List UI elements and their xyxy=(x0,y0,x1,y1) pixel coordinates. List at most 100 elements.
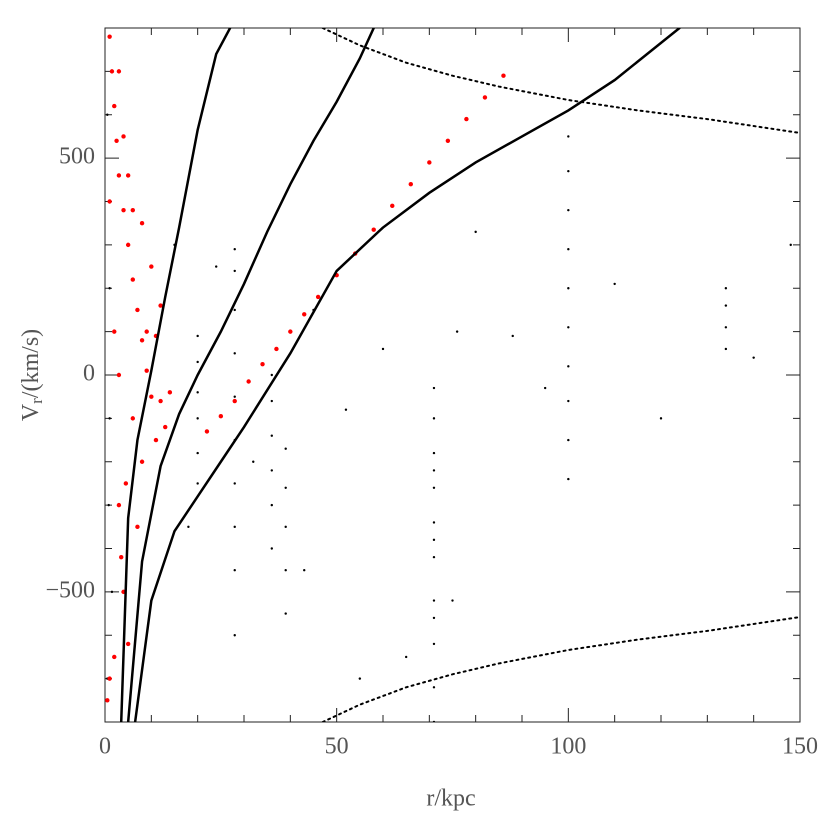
data-point xyxy=(432,486,436,489)
data-point xyxy=(233,568,236,572)
data-point xyxy=(110,590,114,594)
data-point xyxy=(144,329,149,334)
data-point xyxy=(432,555,436,559)
x-tick-label: 0 xyxy=(99,734,111,760)
curve xyxy=(126,28,375,722)
data-point xyxy=(105,698,110,703)
data-point xyxy=(432,469,436,472)
data-point xyxy=(270,469,273,472)
data-point xyxy=(270,434,273,437)
curve xyxy=(119,28,232,722)
data-point xyxy=(233,482,236,485)
data-point xyxy=(567,208,570,212)
data-point xyxy=(371,227,376,232)
data-point xyxy=(116,69,122,74)
data-point xyxy=(315,294,321,300)
data-point xyxy=(204,429,210,434)
data-point xyxy=(252,460,255,463)
data-point xyxy=(119,554,124,560)
data-point xyxy=(390,203,395,209)
data-point xyxy=(543,386,547,390)
data-point xyxy=(196,334,199,338)
data-point xyxy=(408,181,413,187)
data-point xyxy=(344,408,348,411)
data-point xyxy=(613,282,616,286)
y-label-sub: r xyxy=(27,398,46,404)
data-point xyxy=(432,720,436,722)
data-point xyxy=(274,346,279,352)
plot-frame xyxy=(104,27,801,723)
data-point xyxy=(288,329,293,334)
data-point xyxy=(112,329,117,334)
data-point xyxy=(109,69,115,74)
data-point xyxy=(246,379,251,384)
data-point xyxy=(432,686,436,689)
data-point xyxy=(108,417,111,420)
data-point xyxy=(567,135,570,138)
data-point xyxy=(567,287,570,290)
data-point xyxy=(432,599,436,602)
data-point xyxy=(232,398,237,404)
data-point xyxy=(158,398,163,404)
data-point xyxy=(381,347,385,351)
data-point xyxy=(432,538,436,542)
data-point xyxy=(130,277,135,282)
data-point xyxy=(567,438,570,442)
data-point xyxy=(130,207,135,213)
data-point xyxy=(302,312,307,317)
data-point xyxy=(116,502,122,508)
data-point xyxy=(284,612,287,615)
data-point xyxy=(121,207,126,213)
data-point xyxy=(270,503,273,507)
data-point xyxy=(303,568,306,572)
data-point xyxy=(455,330,459,333)
data-point xyxy=(233,269,236,273)
data-point xyxy=(789,243,792,247)
data-point xyxy=(567,326,570,329)
data-point xyxy=(567,399,570,403)
data-point xyxy=(107,199,112,204)
y-label-tail: /(km/s) xyxy=(18,329,44,398)
data-point xyxy=(284,486,287,489)
data-point xyxy=(233,395,236,398)
data-point xyxy=(432,616,436,620)
data-point xyxy=(432,451,436,455)
data-point xyxy=(233,525,236,529)
data-point xyxy=(270,373,273,377)
data-point xyxy=(567,365,570,368)
data-point xyxy=(107,676,112,681)
data-point xyxy=(233,352,236,355)
data-point xyxy=(106,113,109,116)
data-point xyxy=(114,138,119,143)
data-point xyxy=(432,417,436,420)
data-point xyxy=(107,503,110,507)
data-point xyxy=(125,173,131,178)
data-point xyxy=(215,265,218,268)
data-point xyxy=(567,477,570,481)
data-point xyxy=(724,326,728,329)
y-axis-label: Vr/(km/s) xyxy=(18,329,46,421)
data-point xyxy=(474,230,477,234)
data-point xyxy=(724,347,728,351)
curve xyxy=(321,28,800,134)
x-tick-label: 150 xyxy=(782,734,818,760)
data-point xyxy=(167,390,173,395)
data-point xyxy=(149,264,154,269)
data-point xyxy=(724,287,728,290)
y-label-main: V xyxy=(18,403,44,421)
data-point xyxy=(270,399,273,403)
data-point xyxy=(567,169,570,173)
data-point xyxy=(196,391,199,394)
data-point xyxy=(135,307,140,313)
data-point xyxy=(196,417,199,420)
data-point xyxy=(139,459,145,464)
x-axis-label: r/kpc xyxy=(426,786,475,812)
data-point xyxy=(163,424,168,430)
data-point xyxy=(158,303,163,308)
data-point xyxy=(218,414,224,419)
data-point xyxy=(116,372,122,378)
y-tick-label: −500 xyxy=(45,577,95,603)
data-point xyxy=(284,568,287,572)
data-point xyxy=(501,73,506,78)
y-tick-label: 500 xyxy=(59,144,95,170)
